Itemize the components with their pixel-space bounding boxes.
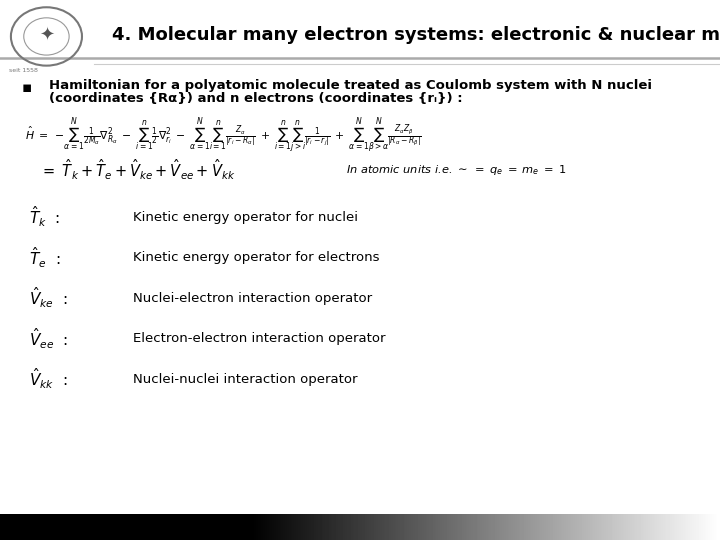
Text: Kinetic energy operator for electrons: Kinetic energy operator for electrons [133, 251, 379, 264]
Text: $\hat{T}_k$  :: $\hat{T}_k$ : [29, 205, 60, 230]
Text: Nuclei-nuclei interaction operator: Nuclei-nuclei interaction operator [133, 373, 358, 386]
Text: 13: 13 [14, 522, 30, 535]
Text: ✦: ✦ [39, 26, 54, 44]
Text: IPC Friedrich-Schiller-Universität Jena: IPC Friedrich-Schiller-Universität Jena [510, 523, 704, 533]
Text: Nuclei-electron interaction operator: Nuclei-electron interaction operator [133, 292, 372, 305]
Text: ▪: ▪ [22, 80, 32, 95]
Text: seit 1558: seit 1558 [9, 68, 38, 72]
Text: $\hat{H}\; =\; -\!\sum_{\alpha=1}^{N} \frac{1}{2M_\alpha} \nabla^2_{R_\alpha}\; : $\hat{H}\; =\; -\!\sum_{\alpha=1}^{N} \f… [25, 116, 422, 156]
Text: Hamiltonian for a polyatomic molecule treated as Coulomb system with N nuclei: Hamiltonian for a polyatomic molecule tr… [49, 79, 652, 92]
Text: $\hat{V}_{ke}$  :: $\hat{V}_{ke}$ : [29, 286, 68, 310]
Text: Electron-electron interaction operator: Electron-electron interaction operator [133, 332, 386, 345]
Text: $=\; \hat{T}_k + \hat{T}_e + \hat{V}_{ke} + \hat{V}_{ee} + \hat{V}_{kk}$: $=\; \hat{T}_k + \hat{T}_e + \hat{V}_{ke… [40, 158, 235, 183]
Text: $\hat{V}_{kk}$  :: $\hat{V}_{kk}$ : [29, 367, 67, 392]
Text: Kinetic energy operator for nuclei: Kinetic energy operator for nuclei [133, 211, 359, 224]
Text: (coordinates {Rα}) and n electrons (coordinates {rᵢ}) :: (coordinates {Rα}) and n electrons (coor… [49, 92, 462, 105]
Text: In atomic units i.e. $\sim\; =\; q_e\; =\; m_e\; =\; 1$: In atomic units i.e. $\sim\; =\; q_e\; =… [346, 163, 566, 177]
Text: $\hat{T}_e$  :: $\hat{T}_e$ : [29, 245, 60, 270]
Text: $\hat{V}_{ee}$  :: $\hat{V}_{ee}$ : [29, 326, 68, 351]
Text: 4. Molecular many electron systems: electronic & nuclear movement: 4. Molecular many electron systems: elec… [112, 25, 720, 44]
